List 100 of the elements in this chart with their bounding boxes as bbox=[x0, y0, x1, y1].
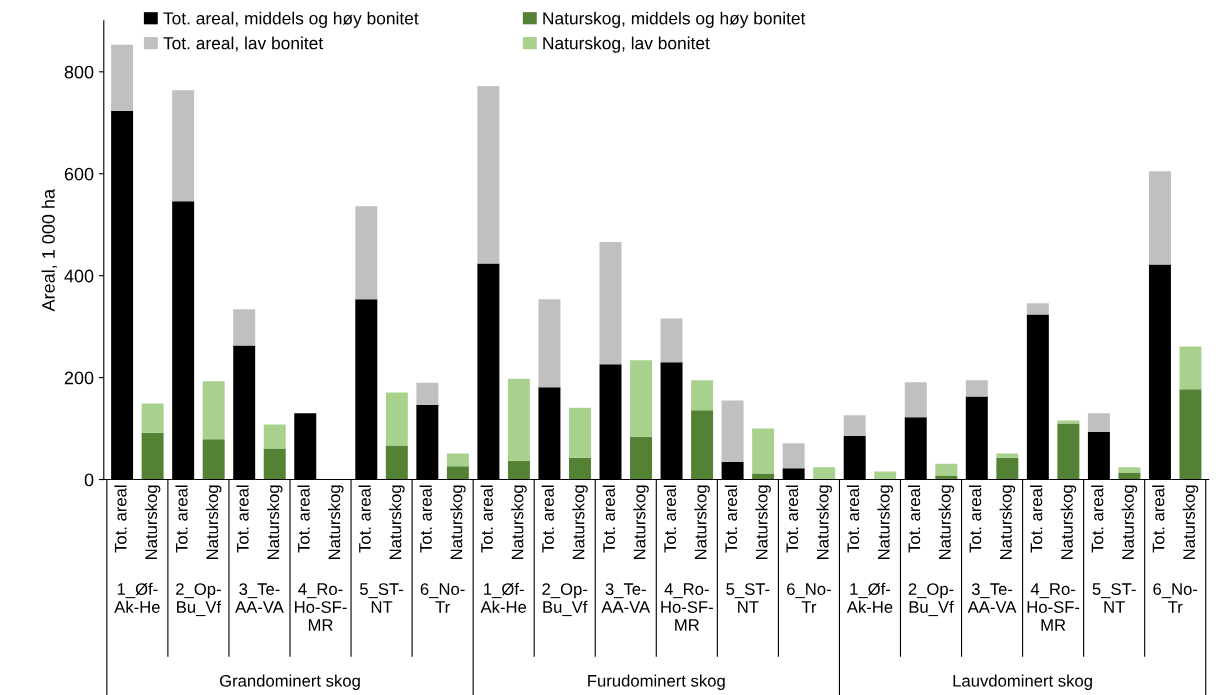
x-tick-label: Tot. areal bbox=[1091, 485, 1104, 553]
y-axis-title: Areal, 1 000 ha bbox=[41, 188, 57, 312]
legend-label: Tot. areal, middels og høy bonitet bbox=[163, 11, 419, 28]
x-tick-label: Naturskog bbox=[816, 485, 832, 559]
text: 6_No- Tr bbox=[787, 583, 831, 613]
y-tick-label: 800 bbox=[64, 65, 94, 79]
x-tick-label: Tot. areal bbox=[785, 485, 799, 553]
bar bbox=[538, 299, 561, 388]
text: 2_Op- Bu_Vf bbox=[908, 583, 954, 617]
bar bbox=[752, 473, 775, 480]
bar bbox=[1148, 171, 1171, 265]
bar bbox=[691, 410, 714, 480]
bar bbox=[935, 463, 958, 476]
bar bbox=[385, 445, 408, 480]
text: 5_ST- NT bbox=[360, 583, 404, 613]
text: 2_Op- Bu_Vf bbox=[176, 583, 222, 617]
bar bbox=[141, 403, 164, 433]
x-tick-label: Tot. areal bbox=[236, 485, 249, 553]
bar bbox=[233, 309, 256, 346]
x-tick-label: Naturskog bbox=[877, 485, 893, 559]
text: 6_No- Tr bbox=[1153, 583, 1198, 613]
bar bbox=[630, 360, 653, 437]
legend-label: Tot. areal, lav bonitet bbox=[163, 36, 324, 52]
y-tick-label: 400 bbox=[64, 269, 94, 283]
bar bbox=[1118, 472, 1141, 480]
text: 1_Øf- Ak-He bbox=[846, 582, 893, 613]
x-tick-label: Tot. areal bbox=[969, 485, 982, 553]
bar bbox=[1179, 389, 1202, 480]
x-tick-label: Naturskog bbox=[938, 485, 955, 559]
legend-label: Naturskog, lav bonitet bbox=[543, 36, 710, 53]
legend-label: Naturskog, middels og høy bonitet bbox=[543, 11, 806, 28]
bar bbox=[630, 436, 653, 480]
text: 3_Te- AA-VA bbox=[967, 583, 1017, 613]
x-tick-label: Naturskog bbox=[205, 485, 222, 559]
x-tick-label: Naturskog bbox=[450, 485, 466, 559]
bar bbox=[263, 424, 286, 449]
x-tick-label: Tot. areal bbox=[114, 485, 127, 553]
y-tick-label: 600 bbox=[64, 167, 94, 181]
x-tick-label: Tot. areal bbox=[724, 485, 738, 553]
x-tick-label: Tot. areal bbox=[175, 485, 188, 553]
bar bbox=[568, 457, 591, 480]
text: 4_Ro- Ho-SF- MR bbox=[1027, 583, 1080, 631]
bar bbox=[1087, 413, 1110, 432]
text: 3_Te- AA-VA bbox=[235, 583, 284, 613]
text: 3_Te- AA-VA bbox=[601, 583, 651, 613]
bar bbox=[1179, 346, 1202, 390]
bar bbox=[507, 460, 530, 480]
bar bbox=[202, 381, 225, 440]
bar bbox=[1057, 423, 1080, 480]
bar bbox=[1026, 303, 1049, 315]
y-tick-label: 200 bbox=[64, 371, 94, 385]
bar bbox=[782, 443, 805, 469]
x-tick-label: Tot. areal bbox=[907, 485, 921, 553]
x-tick-label: Naturskog bbox=[144, 485, 161, 559]
x-tick-label: Tot. areal bbox=[602, 485, 615, 553]
x-tick-label: Naturskog bbox=[266, 485, 283, 559]
bar bbox=[172, 90, 195, 202]
x-tick-label: Naturskog bbox=[755, 485, 771, 559]
text: 5_ST- NT bbox=[726, 583, 770, 613]
bar bbox=[111, 44, 134, 112]
bar bbox=[752, 428, 775, 474]
bar bbox=[843, 415, 866, 436]
bar bbox=[385, 392, 408, 446]
x-tick-label: Naturskog bbox=[1182, 485, 1199, 559]
bar bbox=[507, 378, 530, 461]
bar bbox=[263, 448, 286, 480]
bar bbox=[141, 432, 164, 480]
x-tick-label: Tot. areal bbox=[1030, 485, 1043, 553]
bar bbox=[477, 86, 500, 264]
bar bbox=[416, 382, 439, 405]
x-tick-label: Naturskog bbox=[328, 485, 344, 559]
x-tick-label: Naturskog bbox=[389, 485, 405, 559]
bar bbox=[996, 453, 1019, 458]
bar bbox=[965, 380, 988, 397]
bar bbox=[599, 242, 622, 365]
bar bbox=[691, 380, 714, 411]
text: 5_ST- NT bbox=[1092, 583, 1136, 613]
y-tick-label: 0 bbox=[84, 473, 94, 487]
bar bbox=[446, 453, 469, 467]
x-tick-label: Tot. areal bbox=[480, 485, 493, 553]
x-tick-label: Tot. areal bbox=[297, 485, 310, 553]
bar bbox=[813, 467, 836, 480]
x-tick-label: Tot. areal bbox=[1152, 485, 1165, 553]
x-tick-label: Tot. areal bbox=[846, 485, 860, 553]
text: 1_Øf- Ak-He bbox=[480, 582, 527, 613]
bar bbox=[996, 457, 1019, 480]
bar bbox=[874, 471, 897, 480]
x-tick-label: Naturskog bbox=[633, 485, 649, 559]
x-tick-label: Tot. areal bbox=[358, 485, 371, 553]
bar bbox=[202, 439, 225, 480]
bar bbox=[1057, 420, 1080, 424]
bar bbox=[721, 400, 744, 462]
x-tick-label: Naturskog bbox=[999, 485, 1016, 559]
bar bbox=[568, 407, 591, 458]
x-tick-label: Naturskog bbox=[1060, 485, 1077, 559]
text: Furudominert skog bbox=[588, 674, 725, 691]
text: 2_Op- Bu_Vf bbox=[542, 583, 588, 617]
text: 4_Ro- Ho-SF- MR bbox=[661, 583, 713, 631]
text: 4_Ro- Ho-SF- MR bbox=[295, 583, 347, 631]
text: 1_Øf- Ak-He bbox=[114, 582, 160, 613]
